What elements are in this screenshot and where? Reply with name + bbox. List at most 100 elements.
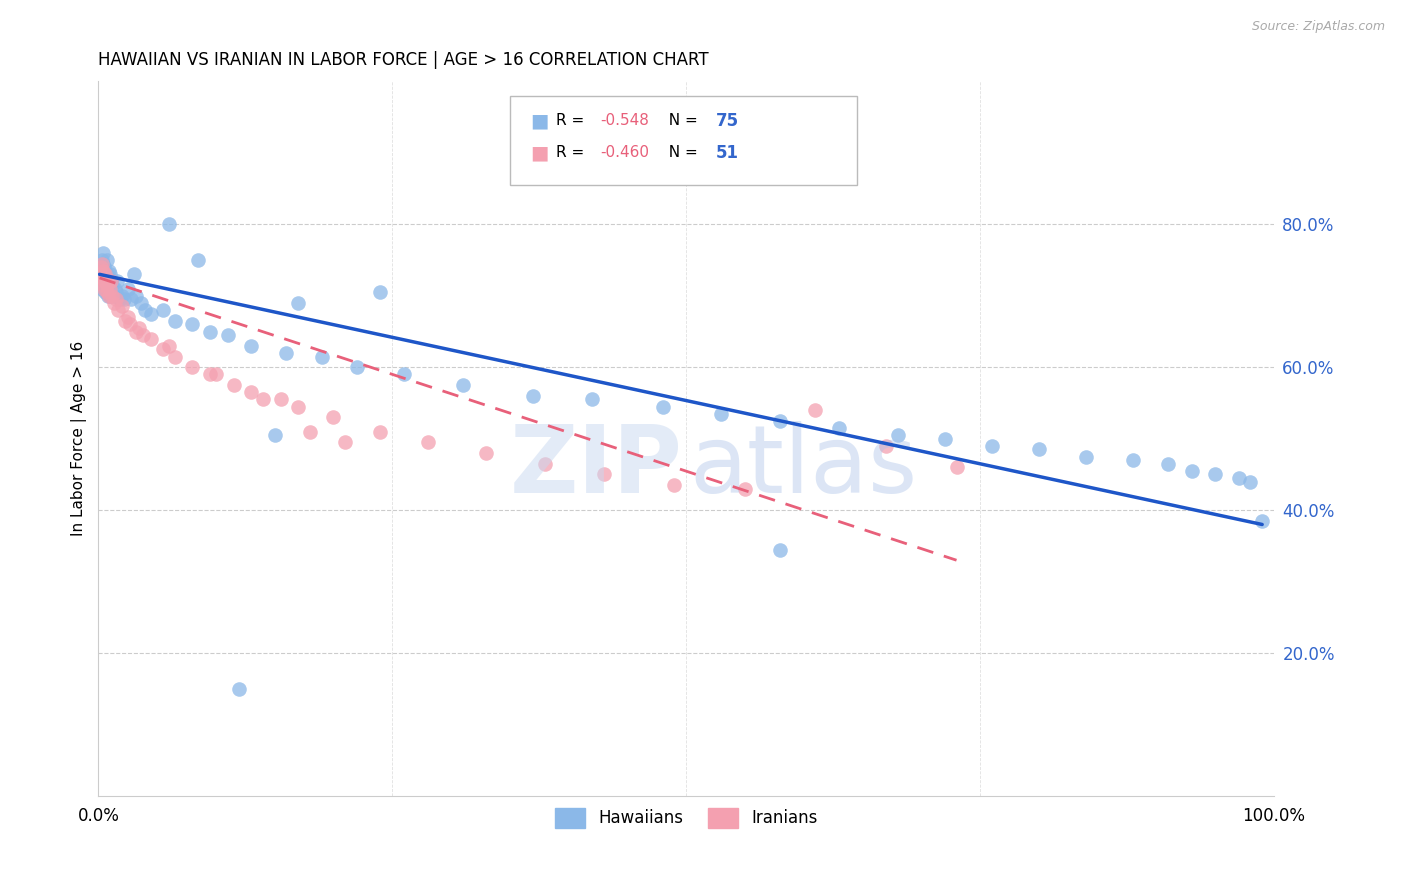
Point xyxy=(98,282,121,296)
Point xyxy=(97,275,120,289)
Point xyxy=(287,296,309,310)
Point xyxy=(392,368,415,382)
Point xyxy=(120,318,142,332)
Point xyxy=(252,392,274,407)
Text: 75: 75 xyxy=(716,112,738,129)
Point xyxy=(91,257,114,271)
Point xyxy=(945,460,967,475)
Point xyxy=(769,542,792,557)
Point xyxy=(114,314,136,328)
Point xyxy=(108,293,131,307)
Point xyxy=(97,264,120,278)
Point xyxy=(93,278,115,293)
Point xyxy=(664,478,686,492)
Point xyxy=(96,278,118,293)
Point xyxy=(1239,475,1261,489)
Point xyxy=(1122,453,1144,467)
Point xyxy=(90,260,112,275)
Point xyxy=(96,268,118,282)
Point xyxy=(107,303,129,318)
Text: N =: N = xyxy=(659,113,703,128)
Point xyxy=(240,385,263,400)
Point xyxy=(710,407,733,421)
Point xyxy=(934,432,956,446)
Point xyxy=(103,289,125,303)
Point xyxy=(287,400,309,414)
Point xyxy=(1157,457,1180,471)
Point xyxy=(93,268,115,282)
Point xyxy=(90,271,112,285)
Point xyxy=(181,360,204,375)
Point xyxy=(1204,467,1226,482)
Point xyxy=(100,275,122,289)
Legend: Hawaiians, Iranians: Hawaiians, Iranians xyxy=(548,802,824,834)
Point xyxy=(94,268,117,282)
Point xyxy=(93,260,115,275)
Point xyxy=(91,246,114,260)
Text: ■: ■ xyxy=(530,144,548,162)
Text: R =: R = xyxy=(555,145,589,161)
Point xyxy=(93,282,115,296)
Point xyxy=(91,278,114,293)
Point xyxy=(94,271,117,285)
Point xyxy=(103,296,125,310)
Point xyxy=(97,289,120,303)
Point xyxy=(91,275,114,289)
Point xyxy=(125,289,148,303)
Point xyxy=(90,257,112,271)
Point xyxy=(90,253,112,268)
Point xyxy=(117,310,139,325)
Point xyxy=(734,482,756,496)
Point xyxy=(1074,450,1097,464)
Point xyxy=(129,296,152,310)
Point xyxy=(198,368,221,382)
Point xyxy=(122,268,145,282)
Point xyxy=(91,264,114,278)
Point xyxy=(887,428,910,442)
Point xyxy=(828,421,851,435)
Text: ■: ■ xyxy=(530,112,548,130)
Point xyxy=(276,346,298,360)
Point xyxy=(205,368,228,382)
Point xyxy=(97,282,120,296)
Point xyxy=(101,278,124,293)
Point xyxy=(111,300,134,314)
Text: -0.460: -0.460 xyxy=(600,145,650,161)
Point xyxy=(141,332,163,346)
Point xyxy=(198,325,221,339)
Point xyxy=(100,275,122,289)
Point xyxy=(112,293,135,307)
Point xyxy=(90,260,112,275)
Point xyxy=(96,285,118,300)
Point xyxy=(163,314,186,328)
Point xyxy=(370,425,392,439)
Text: Source: ZipAtlas.com: Source: ZipAtlas.com xyxy=(1251,20,1385,33)
Y-axis label: In Labor Force | Age > 16: In Labor Force | Age > 16 xyxy=(72,341,87,536)
Point xyxy=(90,268,112,282)
Point xyxy=(1181,464,1204,478)
Text: atlas: atlas xyxy=(690,421,918,513)
Point xyxy=(104,285,127,300)
Point xyxy=(98,268,121,282)
Point xyxy=(104,293,127,307)
Point xyxy=(270,392,292,407)
Point xyxy=(228,681,250,696)
Point xyxy=(101,289,124,303)
Point xyxy=(105,275,128,289)
Point xyxy=(132,328,155,343)
Point xyxy=(96,253,118,268)
Point xyxy=(120,293,142,307)
Point xyxy=(222,378,245,392)
Point xyxy=(346,360,368,375)
Text: HAWAIIAN VS IRANIAN IN LABOR FORCE | AGE > 16 CORRELATION CHART: HAWAIIAN VS IRANIAN IN LABOR FORCE | AGE… xyxy=(98,51,709,69)
Point xyxy=(125,325,148,339)
Point xyxy=(181,318,204,332)
Point xyxy=(94,285,117,300)
Point xyxy=(769,414,792,428)
Point xyxy=(451,378,474,392)
Point xyxy=(157,339,180,353)
Text: -0.548: -0.548 xyxy=(600,113,650,128)
Point xyxy=(152,303,174,318)
Point xyxy=(111,289,134,303)
Point xyxy=(322,410,344,425)
